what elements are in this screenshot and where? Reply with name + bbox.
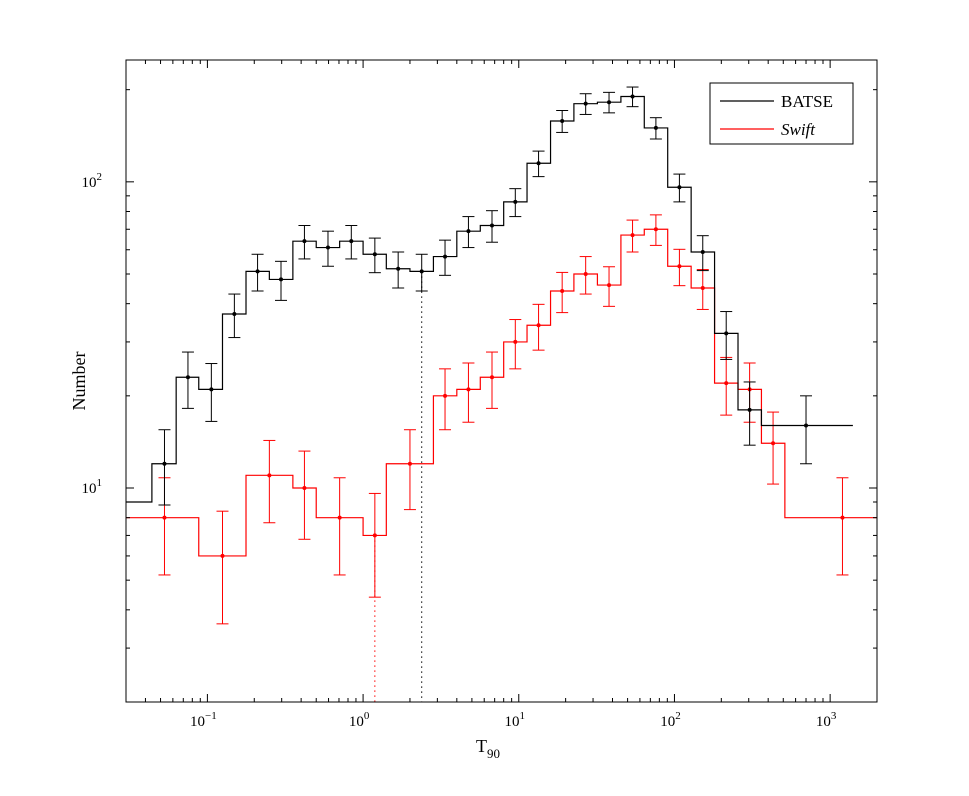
- data-point-swift-10: [513, 339, 518, 344]
- data-point-swift-2: [267, 473, 272, 478]
- data-point-batse-1: [185, 375, 190, 380]
- legend-label-batse: BATSE: [781, 92, 833, 111]
- data-point-swift-22: [840, 515, 845, 520]
- data-point-batse-26: [804, 423, 809, 428]
- data-point-swift-15: [630, 233, 635, 238]
- data-point-swift-8: [466, 387, 471, 392]
- data-point-batse-12: [443, 254, 448, 259]
- data-point-batse-4: [255, 269, 260, 274]
- histogram-step-batse: [126, 95, 853, 503]
- data-point-batse-23: [700, 249, 705, 254]
- data-point-swift-0: [162, 515, 167, 520]
- y-tick-label-1: 102: [82, 171, 103, 191]
- tick-layer: 10−1 100 101 102 103 101 102: [82, 60, 878, 730]
- data-point-swift-19: [724, 381, 729, 386]
- data-point-batse-25: [747, 407, 752, 412]
- legend: BATSE Swift: [709, 82, 854, 145]
- data-point-swift-14: [607, 283, 612, 288]
- data-point-batse-6: [302, 239, 307, 244]
- x-tick-label-0: 10−1: [190, 710, 217, 730]
- legend-label-swift: Swift: [781, 120, 816, 139]
- x-axis-label: T90: [476, 736, 500, 761]
- data-point-swift-11: [536, 323, 541, 328]
- data-point-batse-16: [536, 161, 541, 166]
- data-point-batse-20: [630, 94, 635, 99]
- data-point-batse-5: [279, 277, 284, 282]
- x-axis-label-subscript: 90: [487, 746, 500, 761]
- data-point-batse-3: [232, 312, 237, 317]
- data-point-swift-5: [372, 533, 377, 538]
- data-point-swift-13: [583, 272, 588, 276]
- data-point-swift-7: [443, 393, 448, 398]
- plot-frame: [125, 59, 878, 703]
- y-tick-label-0: 101: [82, 477, 103, 497]
- data-point-batse-24: [724, 331, 729, 336]
- x-tick-label-2: 101: [505, 710, 526, 730]
- x-axis-label-main: T: [476, 736, 487, 756]
- data-point-batse-2: [209, 387, 214, 392]
- data-point-batse-22: [677, 185, 682, 190]
- x-tick-label-3: 102: [660, 710, 681, 730]
- data-point-batse-10: [396, 266, 401, 271]
- data-point-swift-4: [337, 515, 342, 520]
- data-point-batse-14: [489, 223, 494, 228]
- data-point-batse-21: [653, 125, 658, 130]
- legend-box: [709, 82, 854, 145]
- data-point-swift-17: [677, 264, 682, 269]
- y-axis-label: Number: [69, 352, 89, 411]
- data-point-swift-9: [489, 375, 494, 380]
- data-point-batse-13: [466, 229, 471, 234]
- data-point-batse-9: [372, 252, 377, 257]
- data-point-swift-21: [771, 441, 776, 446]
- data-point-batse-7: [325, 245, 330, 250]
- x-tick-label-4: 103: [816, 710, 837, 730]
- data-point-batse-19: [607, 100, 612, 105]
- data-point-swift-16: [653, 227, 658, 232]
- data-point-swift-1: [220, 553, 225, 558]
- data-point-batse-8: [349, 239, 354, 244]
- data-point-batse-11: [419, 269, 424, 274]
- x-tick-label-1: 100: [349, 710, 370, 730]
- data-point-swift-12: [560, 288, 565, 293]
- data-point-batse-15: [513, 199, 518, 204]
- data-point-batse-18: [583, 101, 588, 106]
- data-point-batse-0: [162, 461, 167, 466]
- data-point-swift-18: [700, 286, 705, 291]
- data-point-swift-6: [407, 461, 412, 466]
- plot-layer: [126, 86, 877, 702]
- data-point-swift-3: [302, 486, 307, 490]
- data-point-batse-17: [560, 119, 565, 124]
- label-layer: T90 Number: [69, 352, 500, 761]
